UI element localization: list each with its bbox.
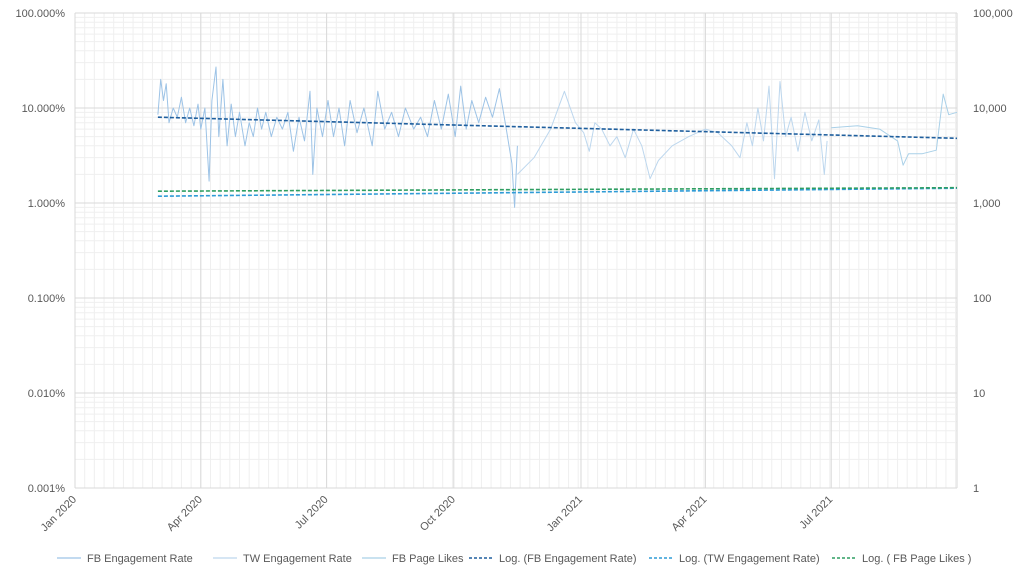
- y-right-tick-label: 100: [973, 293, 991, 305]
- y-left-tick-label: 10.000%: [22, 103, 66, 115]
- y-left-tick-label: 0.001%: [28, 483, 66, 495]
- y-right-tick-label: 100,000: [973, 8, 1013, 20]
- y-right-tick-label: 10,000: [973, 103, 1007, 115]
- legend-label: FB Engagement Rate: [87, 553, 193, 565]
- legend-label: TW Engagement Rate: [243, 553, 352, 565]
- series-log-fb-page-likes: [157, 186, 958, 192]
- x-tick-label: Jul 2020: [293, 494, 331, 532]
- x-tick-label: Oct 2020: [418, 494, 458, 534]
- y-right-axis: 1 10 100 1,000 10,000 100,000: [973, 8, 1013, 495]
- series-log-fb-engagement-rate: [157, 116, 958, 140]
- series-layer: [157, 66, 958, 208]
- legend-label: Log. ( FB Page Likes ): [862, 553, 971, 565]
- series-fb-page-likes: [831, 93, 958, 166]
- x-tick-label: Jul 2021: [797, 494, 835, 532]
- y-left-tick-label: 1.000%: [28, 198, 66, 210]
- y-left-tick-label: 0.100%: [28, 293, 66, 305]
- grid: [74, 12, 958, 489]
- x-tick-label: Apr 2021: [669, 494, 709, 534]
- legend-label: Log. (TW Engagement Rate): [679, 553, 820, 565]
- legend: FB Engagement Rate TW Engagement Rate FB P…: [57, 553, 971, 565]
- y-right-tick-label: 1: [973, 483, 979, 495]
- series-tw-engagement-rate: [517, 81, 828, 180]
- x-tick-label: Jan 2020: [39, 494, 79, 534]
- y-left-tick-label: 0.010%: [28, 388, 66, 400]
- series-log-tw-engagement-rate: [157, 187, 958, 197]
- legend-label: Log. (FB Engagement Rate): [499, 553, 637, 565]
- y-left-tick-label: 100.000%: [15, 8, 65, 20]
- y-left-axis: 0.001% 0.010% 0.100% 1.000% 10.000% 100.000%: [15, 8, 65, 495]
- y-right-tick-label: 10: [973, 388, 985, 400]
- y-right-tick-label: 1,000: [973, 198, 1001, 210]
- series-fb-engagement-rate: [157, 66, 518, 208]
- x-tick-label: Jan 2021: [545, 494, 585, 534]
- legend-label: FB Page Likes: [392, 553, 464, 565]
- x-tick-label: Apr 2020: [165, 494, 205, 534]
- x-axis: Jan 2020 Apr 2020 Jul 2020 Oct 2020 Jan 2021…: [39, 494, 836, 534]
